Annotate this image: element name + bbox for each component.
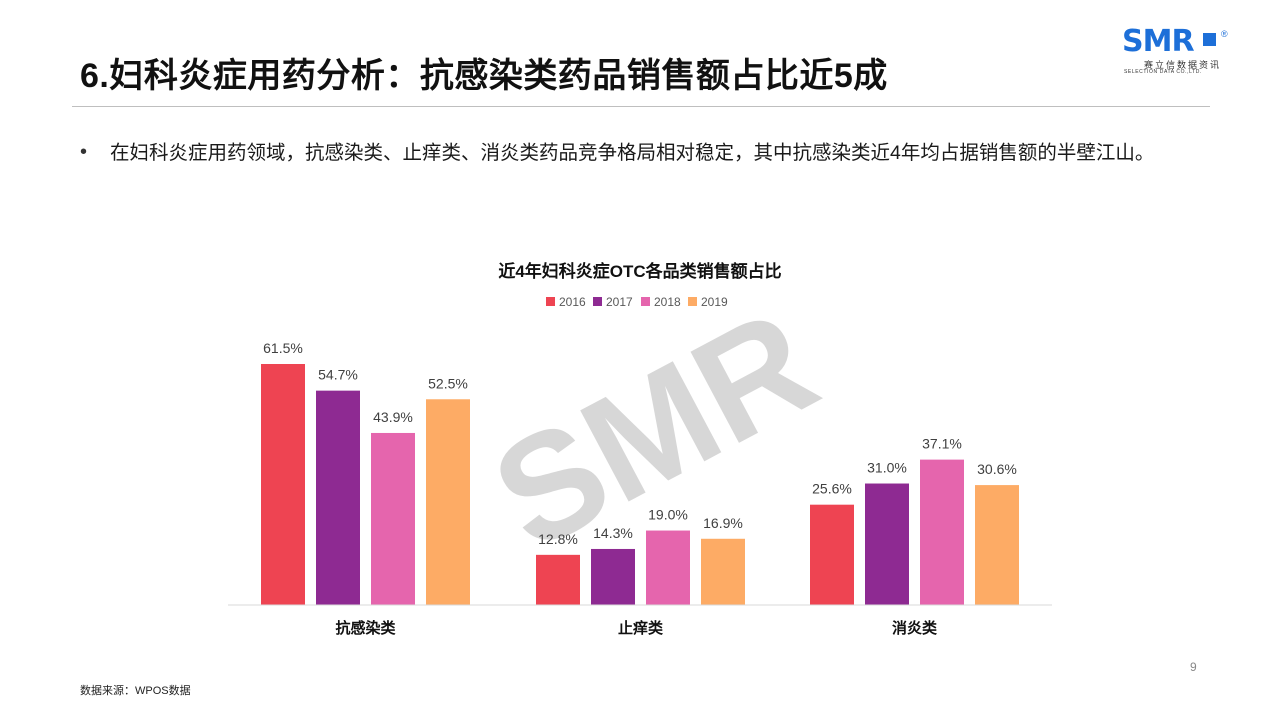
data-label-消炎类-2019: 30.6% bbox=[977, 461, 1017, 477]
x-tick-label-止痒类: 止痒类 bbox=[618, 619, 664, 637]
legend-swatch-2018 bbox=[641, 297, 650, 306]
x-tick-label-抗感染类: 抗感染类 bbox=[335, 619, 396, 637]
legend-label-2019: 2019 bbox=[701, 295, 728, 309]
legend-swatch-2019 bbox=[688, 297, 697, 306]
bar-抗感染类-2018 bbox=[371, 432, 415, 605]
bullet-text: 在妇科炎症用药领域，抗感染类、止痒类、消炎类药品竞争格局相对稳定，其中抗感染类近… bbox=[110, 142, 1155, 164]
page-title: 6.妇科炎症用药分析：抗感染类药品销售额占比近5成 bbox=[80, 57, 888, 95]
logo-registered-mark: ® bbox=[1221, 29, 1228, 39]
x-tick-label-消炎类: 消炎类 bbox=[892, 619, 938, 637]
logo-english-name: SELECTION DATA CO.,LTD. bbox=[1124, 69, 1202, 75]
data-label-止痒类-2016: 12.8% bbox=[538, 531, 578, 547]
chart-bars: 61.5% 54.7% 43.9% 52.5% 12.8% 14.3% 19.0% 16.9%… bbox=[261, 340, 1019, 605]
chart-title: 近4年妇科炎症OTC各品类销售额占比 bbox=[498, 262, 782, 281]
data-label-抗感染类-2018: 43.9% bbox=[373, 409, 413, 425]
logo-wordmark: SMR bbox=[1122, 24, 1195, 59]
data-label-止痒类-2019: 16.9% bbox=[703, 515, 743, 531]
data-label-消炎类-2018: 37.1% bbox=[922, 436, 962, 452]
data-label-抗感染类-2019: 52.5% bbox=[428, 375, 468, 391]
title-divider bbox=[72, 106, 1210, 107]
company-logo: SMR ® 赛立信数据资讯 SELECTION DATA CO.,LTD. bbox=[1122, 27, 1232, 77]
bar-消炎类-2019 bbox=[975, 485, 1019, 605]
bullet-icon: • bbox=[80, 141, 88, 163]
logo-chinese-name: 赛立信数据资讯 bbox=[1144, 60, 1222, 70]
bar-抗感染类-2017 bbox=[316, 390, 360, 605]
legend-swatch-2016 bbox=[546, 297, 555, 306]
data-label-止痒类-2017: 14.3% bbox=[593, 525, 633, 541]
data-label-止痒类-2018: 19.0% bbox=[648, 507, 688, 523]
bar-消炎类-2018 bbox=[920, 459, 964, 605]
chart-legend: 2016 2017 2018 2019 bbox=[546, 295, 728, 309]
data-source-note: 数据来源：WPOS数据 bbox=[80, 685, 191, 697]
logo-square-icon bbox=[1203, 33, 1216, 46]
bar-抗感染类-2016 bbox=[261, 364, 305, 605]
data-label-抗感染类-2016: 61.5% bbox=[263, 340, 303, 356]
legend-label-2016: 2016 bbox=[559, 295, 586, 309]
page-number: 9 bbox=[1190, 660, 1197, 674]
legend-swatch-2017 bbox=[593, 297, 602, 306]
bar-止痒类-2017 bbox=[591, 548, 635, 605]
bar-抗感染类-2019 bbox=[426, 399, 470, 605]
data-label-消炎类-2017: 31.0% bbox=[867, 460, 907, 476]
data-label-抗感染类-2017: 54.7% bbox=[318, 367, 358, 383]
bar-止痒类-2019 bbox=[701, 538, 745, 605]
bar-消炎类-2016 bbox=[810, 504, 854, 605]
bar-止痒类-2018 bbox=[646, 530, 690, 605]
x-axis-labels: 抗感染类 止痒类 消炎类 bbox=[335, 619, 938, 637]
legend-label-2018: 2018 bbox=[654, 295, 681, 309]
bar-消炎类-2017 bbox=[865, 483, 909, 605]
bar-止痒类-2016 bbox=[536, 554, 580, 605]
legend-label-2017: 2017 bbox=[606, 295, 633, 309]
data-label-消炎类-2016: 25.6% bbox=[812, 481, 852, 497]
